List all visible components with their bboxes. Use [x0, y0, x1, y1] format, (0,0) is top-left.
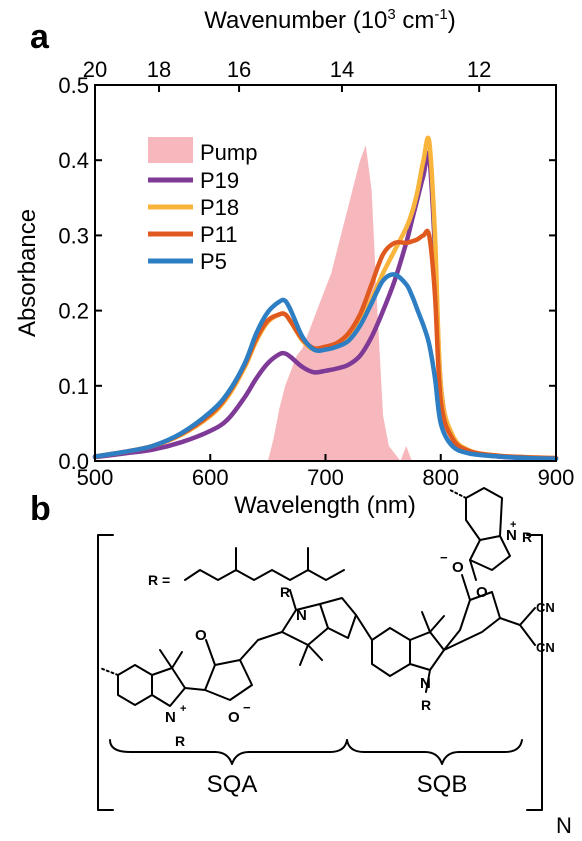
atom-n-left: N [165, 709, 176, 726]
carbonyl-a [205, 639, 216, 666]
atom-n-middle-a: N [296, 607, 307, 624]
segment-label-sqa: SQA [207, 771, 258, 798]
top-tick-label: 14 [330, 57, 354, 82]
y-tick-label: 0.3 [58, 223, 89, 248]
top-tick-label: 18 [147, 57, 171, 82]
legend-label-p5: P5 [200, 249, 227, 274]
n-substituent-a [289, 589, 297, 611]
top-axis-label-exp2: -1 [434, 6, 447, 23]
top-tick-label: 12 [467, 57, 491, 82]
left-bracket [97, 534, 114, 811]
dimethyl-left [159, 649, 183, 669]
panel-b-label: b [30, 490, 51, 528]
legend-label-p11: P11 [200, 222, 238, 247]
right-bracket [526, 534, 543, 811]
indole-benzene-left [117, 664, 153, 706]
atom-r-top: R [522, 529, 532, 545]
x-tick-label: 600 [192, 465, 229, 490]
chain-end-left [99, 667, 119, 676]
top-tick-label: 16 [227, 57, 251, 82]
chain-end-top [449, 489, 467, 499]
x-tick-label: 900 [538, 465, 575, 490]
indole-benzene-top [465, 487, 503, 541]
series-layer [92, 135, 559, 461]
squaraine-ring-b [443, 591, 501, 651]
y-tick-label: 0.4 [58, 148, 89, 173]
top-axis-label-suffix: cm [396, 7, 435, 34]
y-tick-label: 0.0 [58, 449, 89, 474]
atom-cn-2: CN [536, 640, 555, 655]
top-axis-label-exp: 3 [387, 6, 395, 23]
indole-pyrrole-left [151, 667, 186, 707]
oxide-b [461, 574, 471, 601]
n-substituent-b [425, 669, 431, 693]
legend: Pump P19 P18 P11 P5 [148, 137, 257, 274]
y-axis-label: Absorbance [14, 209, 41, 337]
y-axis-ticks: 0.0 0.1 0.2 0.3 0.4 0.5 [58, 73, 556, 474]
y-tick-label: 0.1 [58, 374, 89, 399]
indole-pyrrole-top [469, 535, 511, 571]
charge-plus-top: + [510, 519, 516, 531]
y-tick-label: 0.5 [58, 73, 89, 98]
y-tick-label: 0.2 [58, 299, 89, 324]
methine-link-b [469, 559, 477, 581]
r-equals-label: R = [148, 572, 170, 588]
atom-n-top: N [506, 527, 517, 544]
atom-o-ring-b: O [476, 584, 488, 601]
atom-r-left: R [175, 733, 185, 749]
legend-label-pump: Pump [200, 140, 257, 165]
methine-link-a1 [184, 687, 206, 691]
charge-plus-left: + [180, 703, 186, 715]
series-line-p5 [92, 272, 559, 461]
squaraine-ring-a [204, 659, 253, 701]
x-tick-label: 800 [422, 465, 459, 490]
atom-n-middle-b: N [420, 675, 431, 692]
top-axis-label-prefix: Wavenumber (10 [204, 7, 387, 34]
atom-o-oxide-a: O [228, 709, 240, 726]
atom-cn-1: CN [536, 600, 555, 615]
chemical-structure [97, 487, 543, 811]
absorbance-chart: 500 600 700 800 900 0.0 0.1 0.2 0.3 0.4 0.5 20 18 1… [14, 6, 574, 519]
charge-minus-a: − [243, 700, 251, 715]
indole-benzene-middle-b [371, 627, 411, 677]
top-axis-label-close: ) [448, 7, 456, 34]
atom-r-middle-a: R [280, 584, 290, 600]
legend-label-p19: P19 [200, 168, 239, 193]
x-tick-label: 700 [307, 465, 344, 490]
brace-sqa [109, 739, 348, 765]
top-axis-ticks: 20 18 16 14 12 [83, 57, 491, 92]
brace-sqb [346, 739, 523, 765]
x-tick-label: 500 [77, 465, 114, 490]
pump-area [267, 145, 418, 461]
x-axis-label: Wavelength (nm) [234, 492, 416, 519]
indole-pyrrole-middle-b [409, 631, 445, 671]
dimethyl-middle-a [299, 644, 323, 666]
structure-labels: R = N + R O O − R N N R O − O N + R CN C… [148, 519, 572, 838]
r-group-chain [184, 569, 345, 581]
charge-minus-b: − [440, 550, 448, 565]
dicyanomethylene [499, 607, 536, 646]
repeat-unit-label: N [556, 813, 572, 838]
x-axis-ticks: 500 600 700 800 900 [77, 454, 575, 490]
methine-link-a2 [239, 631, 283, 661]
dimethyl-middle-b [421, 611, 445, 633]
pump-area-layer [267, 145, 418, 461]
atom-o-oxide-b: O [452, 559, 464, 576]
atom-r-middle-b: R [421, 697, 431, 713]
top-axis-label: Wavenumber (103 cm-1) [204, 6, 456, 34]
indole-pyrrole-middle-a [281, 603, 329, 646]
legend-swatch-pump [148, 137, 193, 163]
top-tick-label: 20 [83, 57, 107, 82]
legend-label-p18: P18 [200, 195, 239, 220]
biaryl-bond [355, 614, 373, 641]
segment-label-sqb: SQB [417, 771, 468, 798]
panel-a-label: a [30, 18, 50, 56]
atom-o-carbonyl-a: O [195, 627, 207, 644]
